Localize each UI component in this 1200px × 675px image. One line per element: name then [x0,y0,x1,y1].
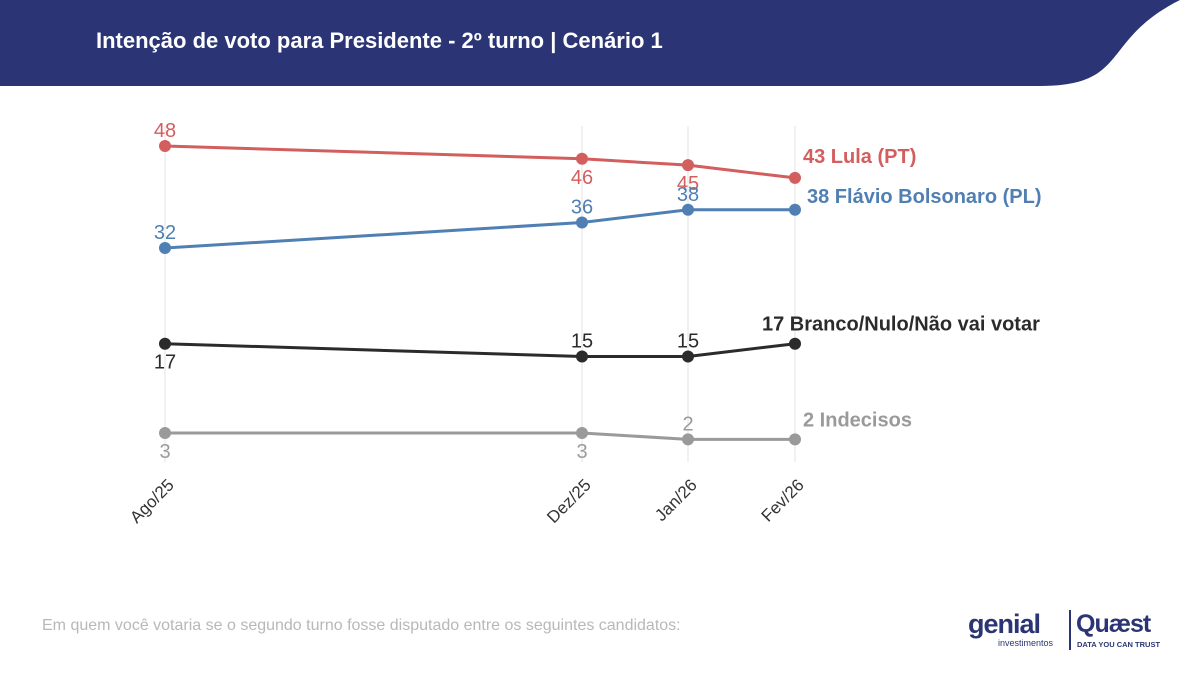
data-point [159,337,171,350]
series-line [164,208,795,250]
data-label: 32 [154,222,176,244]
data-label: 38 [677,184,699,206]
series-end-label: 43 Lula (PT) [803,146,916,168]
data-point [789,337,801,350]
series-line [164,342,796,358]
data-point [576,152,588,165]
brand-logos: genial investimentos Quæst DATA YOU CAN … [968,606,1168,656]
header-bar: Intenção de voto para Presidente - 2º tu… [0,0,1200,86]
page-title: Intenção de voto para Presidente - 2º tu… [96,28,663,53]
logo-divider [1069,610,1071,650]
data-label: 46 [571,167,593,189]
survey-question: Em quem você votaria se o segundo turno … [42,617,681,634]
data-point [576,350,588,363]
data-point [789,433,801,446]
series-end-label: 17 Branco/Nulo/Não vai votar [762,314,1040,336]
data-point [682,159,694,172]
data-point [789,203,801,216]
quaest-logo: Quæst [1076,610,1151,638]
data-label: 15 [571,330,593,352]
data-label: 3 [576,441,587,463]
data-label: 17 [154,352,176,374]
data-label: 48 [154,120,176,142]
x-tick-label: Fev/26 [758,475,808,525]
line-chart: Ago/25 Dez/25 Jan/26 Fev/26 48 46 45 43 Lula (P… [126,120,1041,527]
x-tick-label: Jan/26 [651,475,701,525]
data-point [159,242,171,255]
x-tick-label: Ago/25 [126,475,178,527]
data-label: 3 [159,441,170,463]
header-swoosh [1040,0,1200,86]
genial-logo: genial [968,609,1041,639]
series-line [164,144,796,180]
data-label: 15 [677,330,699,352]
x-tick-label: Dez/25 [543,475,595,527]
series-end-label: 38 Flávio Bolsonaro (PL) [807,186,1041,208]
quaest-logo-subtitle: DATA YOU CAN TRUST [1077,640,1161,649]
data-point [682,203,694,216]
data-point [576,427,588,439]
series-line [165,431,795,441]
data-label: 45 [677,173,699,195]
series-end-label: 2 Indecisos [803,409,912,431]
data-point [159,140,171,152]
data-label: 2 [682,413,693,435]
genial-logo-subtitle: investimentos [998,638,1054,648]
data-point [159,427,171,439]
data-label: 36 [571,197,593,219]
data-point [576,216,588,229]
data-point [682,350,694,363]
data-point [682,433,694,446]
data-point [789,171,801,184]
